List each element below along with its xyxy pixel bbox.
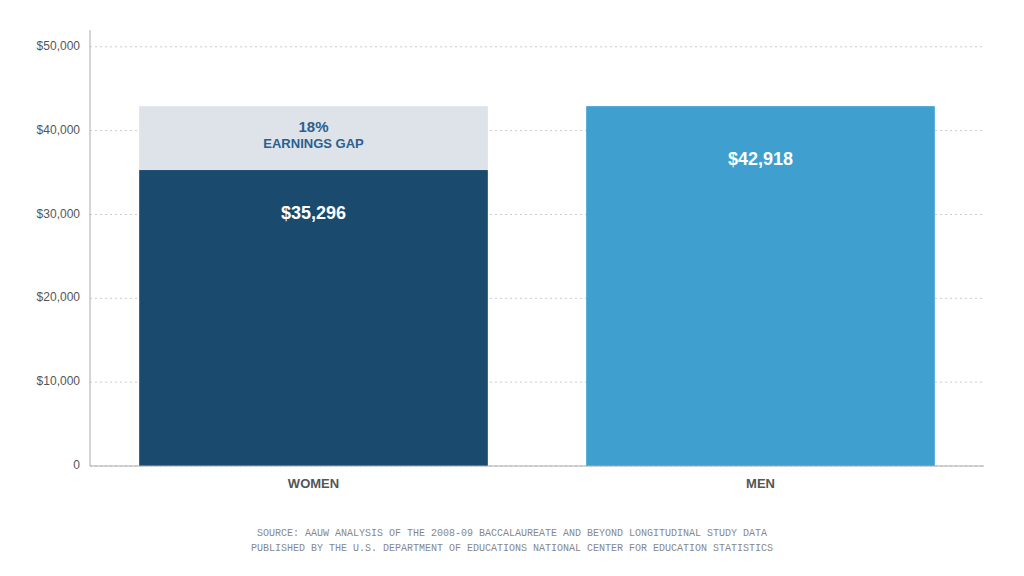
data-label: $42,918 — [728, 149, 793, 169]
bar — [139, 170, 488, 466]
y-tick-label: $40,000 — [37, 123, 81, 137]
source-text: SOURCE: AAUW ANALYSIS OF THE 2008-09 BAC… — [257, 528, 767, 539]
x-axis-line — [90, 466, 984, 467]
y-tick-label: 0 — [73, 458, 80, 472]
plot-area — [139, 106, 935, 466]
bar — [586, 106, 935, 466]
chart-svg: 0 $10,000 $20,000 $30,000 $40,000 $50,000 $35,… — [0, 0, 1024, 576]
source-text: PUBLISHED BY THE U.S. DEPARTMENT OF EDUC… — [251, 543, 773, 554]
grid-line — [90, 466, 984, 467]
grid-line — [90, 46, 984, 47]
y-tick-label: $10,000 — [37, 374, 81, 388]
grid — [90, 47, 984, 466]
annotation: EARNINGS GAP — [263, 136, 364, 151]
y-axis-line — [90, 30, 91, 466]
y-tick-label: $50,000 — [37, 39, 81, 53]
x-tick-label: WOMEN — [288, 476, 339, 491]
y-tick-label: $20,000 — [37, 290, 81, 304]
gap-box — [139, 106, 488, 170]
data-label: $35,296 — [281, 203, 346, 223]
annotation: 18% — [298, 118, 328, 135]
x-tick-label: MEN — [746, 476, 775, 491]
y-tick-label: $30,000 — [37, 207, 81, 221]
chart-container: 0 $10,000 $20,000 $30,000 $40,000 $50,000 $35,… — [0, 0, 1024, 576]
